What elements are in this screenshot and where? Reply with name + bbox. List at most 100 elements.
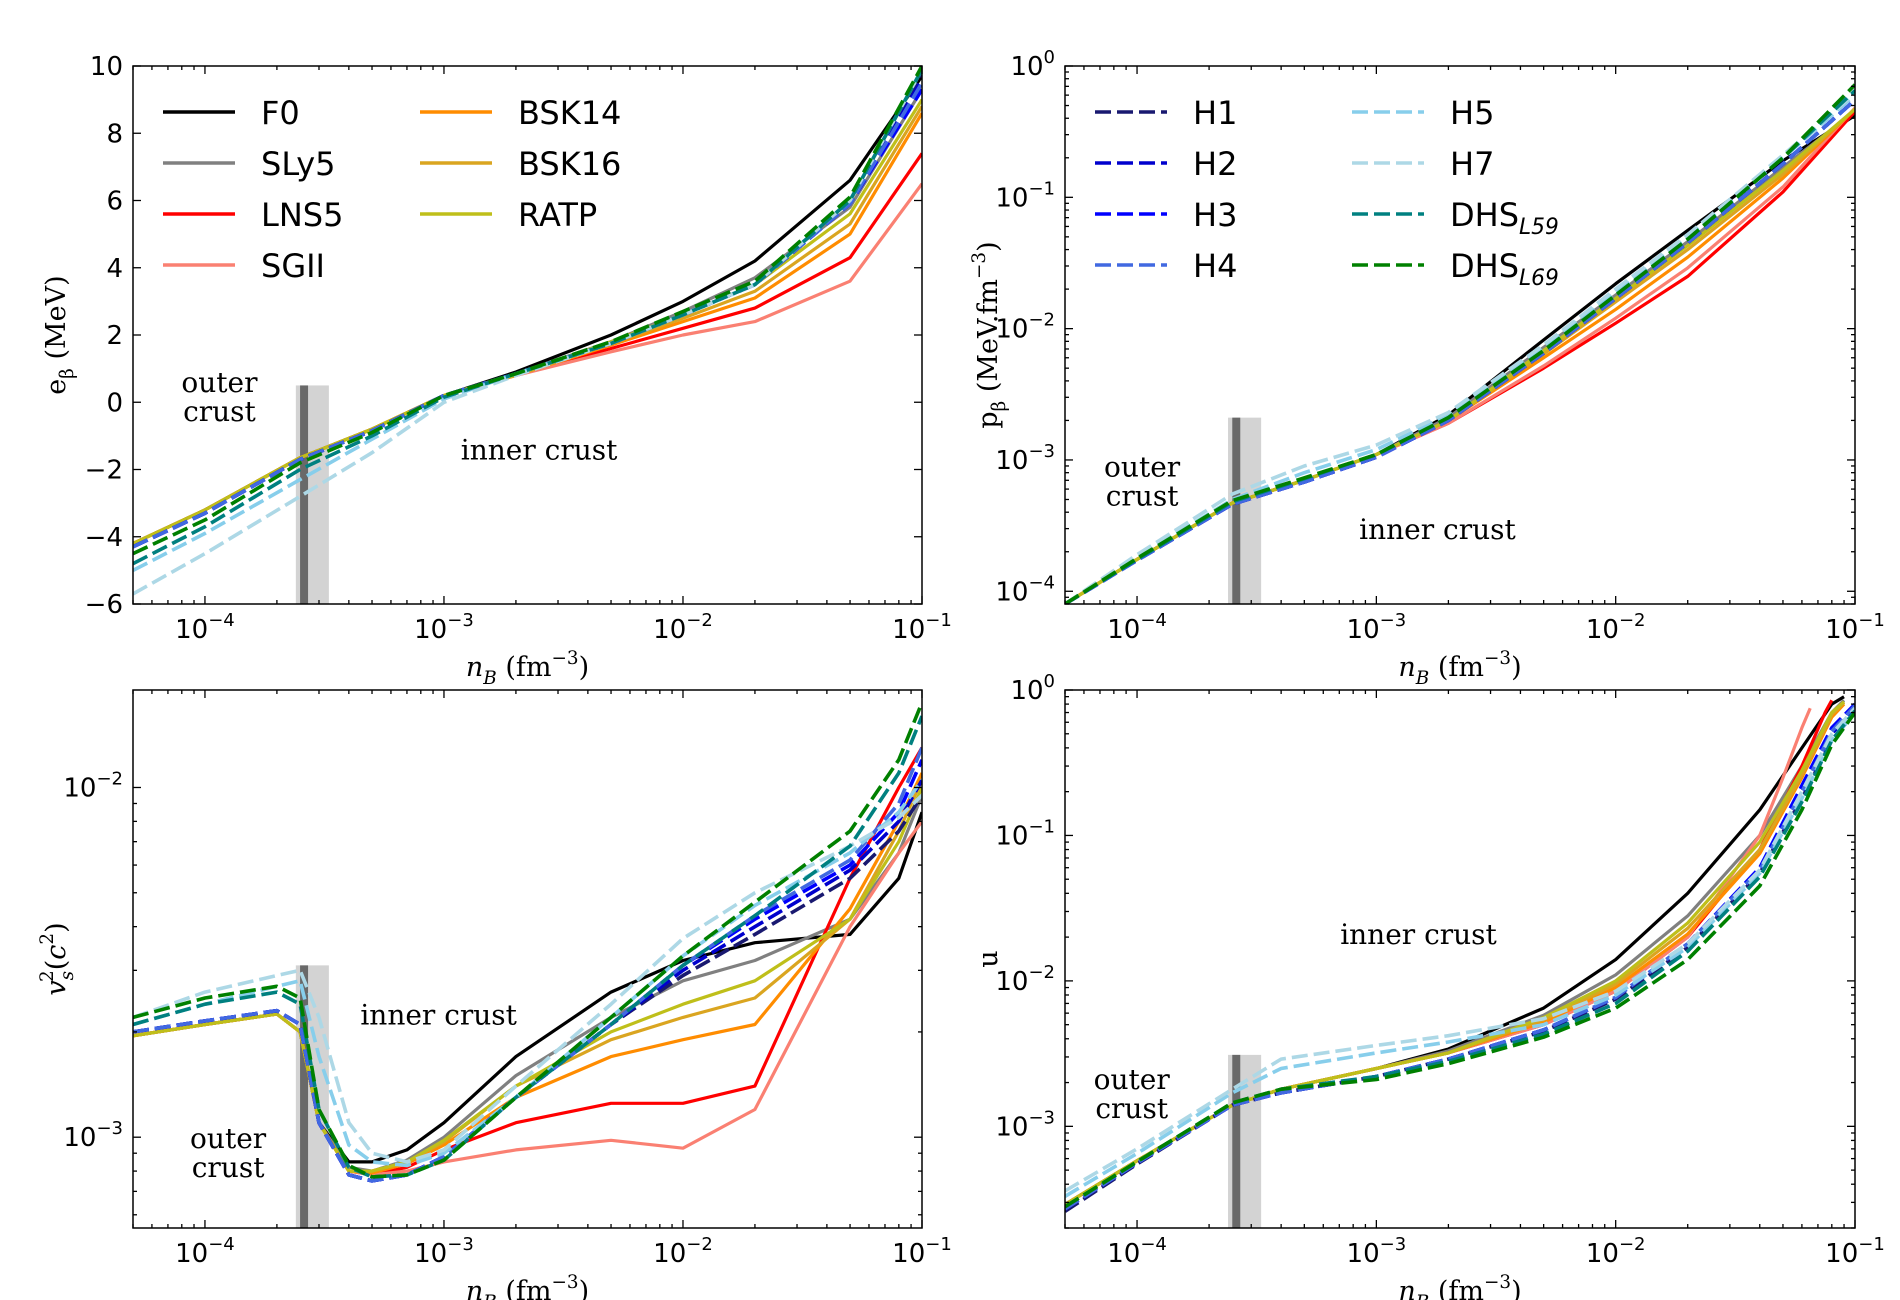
series-line-ratp [133,786,922,1173]
legend-label-sgii: SGII [261,247,325,285]
y-tick-label: 10 [90,52,123,82]
x-tick-label: 10−3 [1347,610,1407,645]
series-line-h4 [1065,704,1855,1211]
legend-label-h7: H7 [1450,145,1494,183]
x-tick-label: 10−2 [1586,610,1646,645]
x-axis-title: nB (fm−3) [1398,648,1521,689]
legend-label-h3: H3 [1193,196,1237,234]
x-tick-label: 10−1 [892,1234,952,1269]
series-line-h5 [133,779,922,1168]
series-group [1065,695,1855,1213]
legend-label-f0: F0 [261,94,300,132]
transition-band-core [1232,1054,1241,1228]
y-tick-label: 8 [106,119,123,149]
panel-adiabatic-index: 10−4 10−3 10−2 10−1 10−3 10−2 10−1 100 nB (fm−3)… [973,671,1885,1300]
region-annotation: outer crust [190,1122,267,1184]
y-tick-label: 10−1 [995,816,1055,851]
legend-label-h2: H2 [1193,145,1237,183]
x-tick-label: 10−3 [414,1234,474,1269]
region-annotation: inner crust [461,433,618,466]
legend-label-sly5: SLy5 [261,145,336,183]
x-axis-title: nB (fm−3) [1398,1272,1521,1300]
region-annotation: inner crust [1359,513,1516,546]
y-tick-label: 10−1 [995,178,1055,213]
x-tick-label: 10−3 [414,610,474,645]
y-tick-label: −2 [85,456,123,486]
series-line-h7 [1065,91,1855,604]
series-line-dhs-l59 [1065,709,1855,1209]
region-annotation: outer crust [181,366,258,428]
legend: F0 SLy5 LNS5 SGII BSK14 BSK16 RATP [163,94,621,285]
legend-label-dhs-l59: DHSL59 [1450,196,1559,240]
legend-label-bsk14: BSK14 [518,94,621,132]
series-line-bsk14 [1065,703,1846,1206]
legend-label-ratp: RATP [518,196,597,234]
y-tick-label: 10−3 [995,1107,1055,1142]
series-group [1065,83,1855,604]
y-tick-label: 10−3 [63,1118,123,1153]
x-tick-label: 10−4 [175,1234,235,1269]
x-tick-label: 10−4 [1107,1234,1167,1269]
transition-band-core [300,965,309,1228]
legend-label-bsk16: BSK16 [518,145,621,183]
y-tick-label: 10−2 [995,310,1055,345]
y-tick-label: 4 [106,254,123,284]
legend-label-lns5: LNS5 [261,196,343,234]
legend-label-h5: H5 [1450,94,1494,132]
panel-energy: 10−4 10−3 10−2 10−1 −6 −4 −2 0 2 4 6 8 10 nB (fm−3) eβ… [41,52,952,689]
legend-label-dhs-l69: DHSL69 [1450,247,1559,291]
y-tick-label: 10−3 [995,441,1055,476]
region-annotation: inner crust [360,999,517,1032]
y-tick-label: 2 [106,321,123,351]
series-line-dhs-l69 [1065,83,1855,604]
y-tick-label: 10−2 [63,768,123,803]
series-line-bsk14 [133,772,922,1175]
series-line-sly5 [1065,699,1846,1206]
x-axis-title: nB (fm−3) [466,1272,589,1300]
x-tick-label: 10−4 [175,610,235,645]
series-line-dhs-l59 [133,715,922,1179]
y-axis-title: eβ (MeV) [41,275,78,394]
series-line-bsk16 [133,779,922,1173]
y-axis-title: vs2(c2) [37,922,78,995]
y-tick-label: −4 [85,523,123,553]
series-group [133,701,922,1183]
axes-frame [132,689,923,1229]
series-line-h7 [1065,706,1855,1193]
series-line-bsk16 [1065,701,1846,1206]
y-tick-label: 100 [1010,671,1055,706]
series-line-ratp [1065,700,1846,1206]
y-axis-title: u [973,950,1004,967]
series-line-dhs-l69 [1065,711,1855,1209]
series-line-lns5 [1065,699,1834,1206]
x-tick-label: 10−2 [653,1234,713,1269]
series-line-dhs-l69 [133,66,922,556]
x-tick-label: 10−3 [1347,1234,1407,1269]
y-tick-label: 10−4 [995,572,1055,607]
x-tick-label: 10−4 [1107,610,1167,645]
series-line-sgii [1065,707,1812,1206]
legend-label-h4: H4 [1193,247,1237,285]
transition-band-core [300,385,309,604]
y-tick-label: 100 [1010,47,1055,82]
x-tick-label: 10−1 [1825,610,1885,645]
x-tick-label: 10−1 [892,610,952,645]
series-group [133,66,922,596]
series-line-h1 [133,71,922,549]
region-annotation: outer crust [1104,450,1181,512]
region-annotation: inner crust [1340,918,1497,951]
panel-sound-speed: 10−4 10−3 10−2 10−1 10−3 10−2 nB (fm−3) vs2(c2)… [37,689,952,1300]
transition-band-core [1232,417,1241,604]
series-line-sgii [133,182,922,545]
y-tick-label: 6 [106,187,123,217]
x-tick-label: 10−1 [1825,1234,1885,1269]
series-line-dhs-l59 [133,68,922,566]
y-tick-label: 0 [106,388,123,418]
y-tick-label: −6 [85,590,123,620]
series-line-h4 [133,746,922,1183]
series-line-h3 [133,759,922,1183]
series-line-h5 [1065,711,1855,1198]
series-line-dhs-l69 [133,701,922,1179]
region-annotation: outer crust [1094,1063,1171,1125]
